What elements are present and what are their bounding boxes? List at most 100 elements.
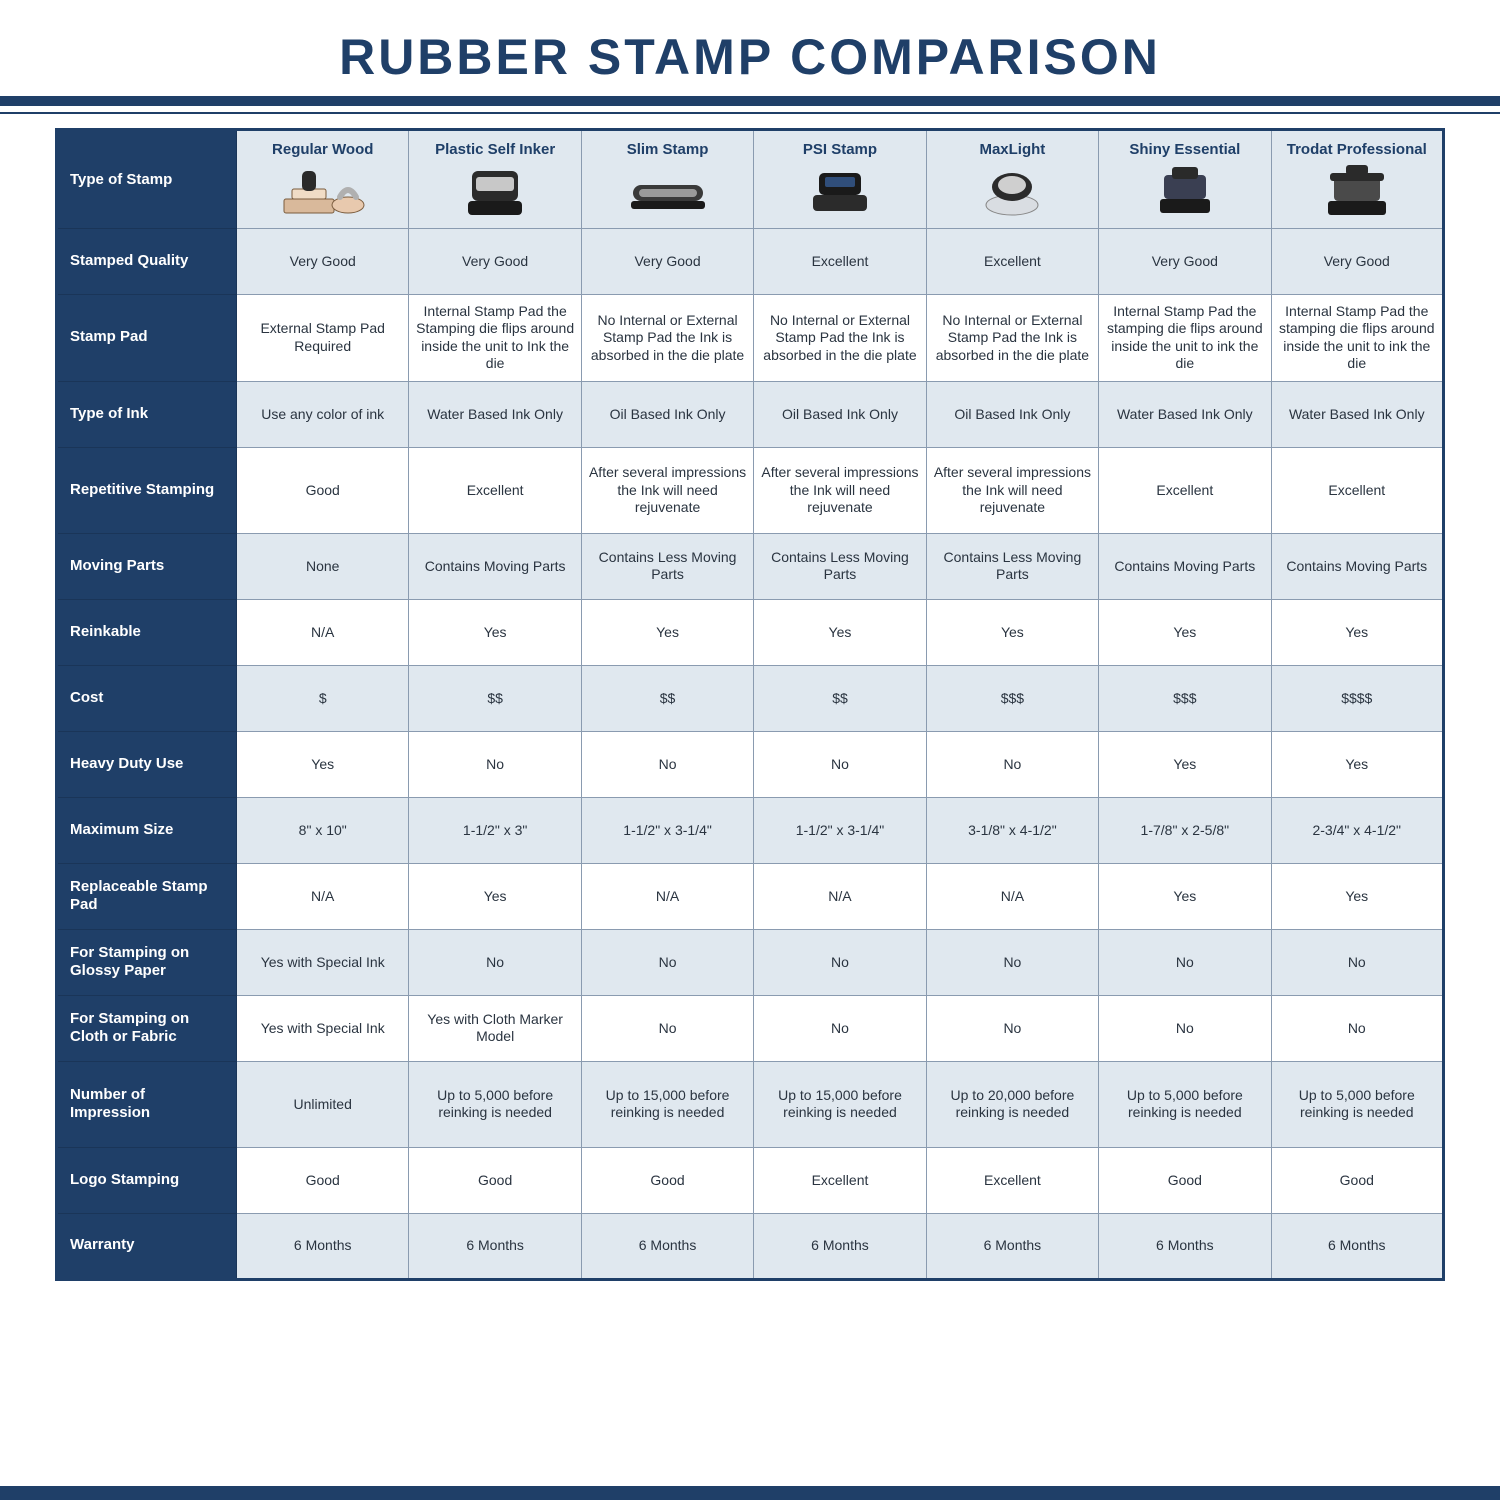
cell: 1-1/2" x 3": [409, 797, 581, 863]
cell: Yes with Cloth Marker Model: [409, 995, 581, 1061]
header-row: Type of Stamp Regular Wood Plastic Self …: [57, 130, 1444, 229]
cell: Internal Stamp Pad the Stamping die flip…: [409, 294, 581, 381]
cell: After several impressions the Ink will n…: [926, 447, 1098, 533]
row-label: Type of Ink: [57, 381, 237, 447]
table-row: Type of InkUse any color of inkWater Bas…: [57, 381, 1444, 447]
cell: No: [1271, 995, 1443, 1061]
cell: No: [581, 929, 753, 995]
cell: No: [581, 731, 753, 797]
row-label: Moving Parts: [57, 533, 237, 599]
cell: Contains Less Moving Parts: [754, 533, 926, 599]
cell: Yes: [409, 863, 581, 929]
table-row: Warranty6 Months6 Months6 Months6 Months…: [57, 1213, 1444, 1279]
column-label: Plastic Self Inker: [415, 141, 574, 160]
table-row: Logo StampingGoodGoodGoodExcellentExcell…: [57, 1147, 1444, 1213]
cell: No: [926, 731, 1098, 797]
cell: Up to 15,000 before reinking is needed: [754, 1061, 926, 1147]
cell: Water Based Ink Only: [1099, 381, 1271, 447]
cell: Excellent: [1099, 447, 1271, 533]
cell: 6 Months: [754, 1213, 926, 1279]
row-label: Replaceable Stamp Pad: [57, 863, 237, 929]
table-row: Replaceable Stamp PadN/AYesN/AN/AN/AYesY…: [57, 863, 1444, 929]
cell: N/A: [926, 863, 1098, 929]
cell: Contains Moving Parts: [1271, 533, 1443, 599]
row-label: Stamp Pad: [57, 294, 237, 381]
psi-stamp-icon: [760, 164, 919, 220]
cell: Oil Based Ink Only: [754, 381, 926, 447]
cell: 1-7/8" x 2-5/8": [1099, 797, 1271, 863]
cell: No: [409, 731, 581, 797]
cell: Yes: [1271, 863, 1443, 929]
cell: No Internal or External Stamp Pad the In…: [926, 294, 1098, 381]
shiny-essential-icon: [1105, 164, 1264, 220]
cell: N/A: [237, 863, 409, 929]
comparison-table: Type of Stamp Regular Wood Plastic Self …: [55, 128, 1445, 1281]
cell: No: [926, 995, 1098, 1061]
cell: Good: [581, 1147, 753, 1213]
cell: Use any color of ink: [237, 381, 409, 447]
cell: Very Good: [1271, 228, 1443, 294]
cell: $$: [409, 665, 581, 731]
divider-thick: [0, 96, 1500, 106]
table-row: For Stamping on Glossy PaperYes with Spe…: [57, 929, 1444, 995]
cell: Excellent: [1271, 447, 1443, 533]
cell: No: [409, 929, 581, 995]
cell: Water Based Ink Only: [409, 381, 581, 447]
slim-stamp-icon: [588, 164, 747, 220]
table-row: Repetitive StampingGoodExcellentAfter se…: [57, 447, 1444, 533]
row-label: For Stamping on Glossy Paper: [57, 929, 237, 995]
cell: $$$: [1099, 665, 1271, 731]
cell: 6 Months: [409, 1213, 581, 1279]
cell: Very Good: [237, 228, 409, 294]
table-row: Heavy Duty UseYesNoNoNoNoYesYes: [57, 731, 1444, 797]
cell: 6 Months: [581, 1213, 753, 1279]
table-row: For Stamping on Cloth or FabricYes with …: [57, 995, 1444, 1061]
table-head: Type of Stamp Regular Wood Plastic Self …: [57, 130, 1444, 229]
cell: Good: [237, 447, 409, 533]
cell: No: [1099, 929, 1271, 995]
cell: Excellent: [409, 447, 581, 533]
cell: $$: [581, 665, 753, 731]
cell: External Stamp Pad Required: [237, 294, 409, 381]
cell: Up to 5,000 before reinking is needed: [1271, 1061, 1443, 1147]
cell: 6 Months: [1271, 1213, 1443, 1279]
column-label: Regular Wood: [243, 141, 402, 160]
title-band: RUBBER STAMP COMPARISON: [0, 0, 1500, 96]
column-head: Plastic Self Inker: [409, 130, 581, 229]
cell: No Internal or External Stamp Pad the In…: [754, 294, 926, 381]
cell: Contains Moving Parts: [1099, 533, 1271, 599]
cell: Good: [1099, 1147, 1271, 1213]
cell: Yes with Special Ink: [237, 929, 409, 995]
table-row: Cost$$$$$$$$$$$$$$$$$: [57, 665, 1444, 731]
cell: 6 Months: [926, 1213, 1098, 1279]
row-label: Stamped Quality: [57, 228, 237, 294]
row-label: Number of Impression: [57, 1061, 237, 1147]
column-head: Regular Wood: [237, 130, 409, 229]
cell: Yes: [1271, 599, 1443, 665]
cell: Unlimited: [237, 1061, 409, 1147]
cell: None: [237, 533, 409, 599]
cell: $$$: [926, 665, 1098, 731]
column-label: Slim Stamp: [588, 141, 747, 160]
cell: Good: [409, 1147, 581, 1213]
column-head: Shiny Essential: [1099, 130, 1271, 229]
cell: Internal Stamp Pad the stamping die flip…: [1271, 294, 1443, 381]
column-head: MaxLight: [926, 130, 1098, 229]
column-head: Trodat Professional: [1271, 130, 1443, 229]
table-body: Stamped QualityVery GoodVery GoodVery Go…: [57, 228, 1444, 1279]
table-row: Number of ImpressionUnlimited Up to 5,000…: [57, 1061, 1444, 1147]
cell: Good: [237, 1147, 409, 1213]
cell: Excellent: [926, 1147, 1098, 1213]
cell: Yes: [926, 599, 1098, 665]
cell: Contains Less Moving Parts: [581, 533, 753, 599]
footer-bar: [0, 1486, 1500, 1500]
cell: No: [581, 995, 753, 1061]
cell: N/A: [237, 599, 409, 665]
row-label: Maximum Size: [57, 797, 237, 863]
cell: 6 Months: [1099, 1213, 1271, 1279]
cell: No: [1271, 929, 1443, 995]
table-row: Maximum Size8" x 10"1-1/2" x 3"1-1/2" x …: [57, 797, 1444, 863]
row-label: Heavy Duty Use: [57, 731, 237, 797]
column-label: Shiny Essential: [1105, 141, 1264, 160]
cell: No: [754, 995, 926, 1061]
